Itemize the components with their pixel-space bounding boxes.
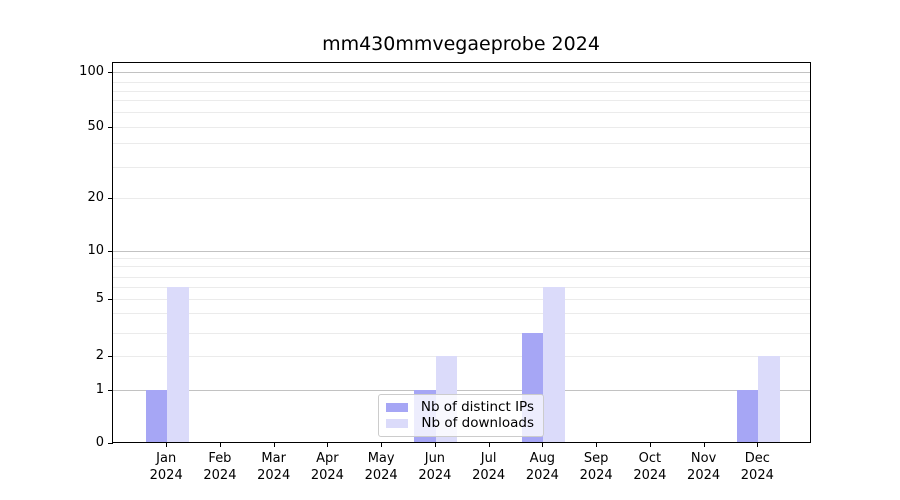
x-tick-month: Sep (583, 451, 609, 466)
x-tick-month: May (367, 451, 395, 466)
x-axis-tick (381, 443, 382, 447)
legend-label-distinct-ips: Nb of distinct IPs (420, 399, 534, 415)
x-tick-year: 2024 (579, 467, 613, 483)
x-axis-tick (650, 443, 651, 447)
y-tick-label: 0 (95, 435, 104, 450)
gridline-minor (113, 266, 810, 267)
gridline-minor (113, 286, 810, 288)
x-tick-year: 2024 (364, 467, 398, 483)
bar-downloads (758, 356, 780, 442)
x-tick-year: 2024 (310, 467, 344, 483)
gridline-minor (113, 166, 810, 168)
y-tick-label: 10 (87, 243, 104, 258)
gridline-major (113, 251, 810, 252)
x-tick-month: Dec (744, 451, 770, 466)
legend-item-downloads: Nb of downloads (386, 416, 534, 431)
x-tick-year: 2024 (633, 467, 667, 483)
x-tick-label: Aug 2024 (510, 451, 574, 484)
x-axis-tick (757, 443, 758, 447)
bar-downloads (167, 286, 189, 442)
x-axis-tick (435, 443, 436, 447)
x-tick-month: Jun (424, 451, 446, 466)
gridline-minor (113, 298, 810, 300)
y-tick-label: 1 (95, 381, 104, 397)
y-tick-label: 5 (95, 290, 104, 306)
x-tick-year: 2024 (472, 467, 506, 483)
x-axis-tick (704, 443, 705, 447)
legend-label-downloads: Nb of downloads (421, 415, 534, 431)
gridline-minor (113, 198, 810, 200)
gridline-minor (113, 126, 810, 128)
y-axis-tick (108, 127, 113, 128)
x-tick-year: 2024 (149, 467, 183, 483)
x-tick-year: 2024 (203, 467, 237, 483)
x-tick-label: May 2024 (349, 451, 413, 484)
y-axis-tick (108, 299, 113, 300)
chart-title: mm430mmvegaeprobe 2024 (322, 33, 600, 55)
x-axis-tick (542, 443, 543, 447)
x-tick-month: Mar (261, 451, 286, 466)
gridline-major (113, 389, 810, 391)
y-axis-tick (108, 356, 113, 357)
y-axis-tick (108, 198, 113, 199)
x-axis-tick (327, 443, 328, 447)
y-tick-label: 50 (87, 118, 104, 134)
gridline-minor (113, 111, 810, 113)
x-tick-label: Mar 2024 (242, 451, 306, 484)
x-axis-tick (274, 443, 275, 447)
x-tick-month: Aug (529, 451, 556, 466)
gridline-minor (113, 276, 810, 278)
gridline-minor (113, 100, 810, 101)
y-axis-tick (108, 72, 113, 73)
gridline-minor (113, 356, 810, 358)
y-tick-label: 100 (79, 63, 104, 79)
x-tick-month: Jul (480, 451, 497, 466)
gridline-major (113, 71, 810, 73)
x-tick-label: Jul 2024 (457, 451, 521, 484)
bar-downloads (543, 286, 565, 442)
x-tick-label: Jun 2024 (403, 451, 467, 484)
x-tick-label: Sep 2024 (564, 451, 628, 484)
gridline-minor (113, 332, 810, 334)
x-tick-month: Jan (156, 451, 177, 466)
gridline-minor (113, 90, 810, 92)
gridline-minor (113, 313, 810, 314)
legend-item-distinct-ips: Nb of distinct IPs (386, 400, 534, 415)
legend: Nb of distinct IPs Nb of downloads (378, 394, 544, 437)
x-tick-month: Feb (208, 451, 232, 466)
x-tick-year: 2024 (418, 467, 452, 483)
y-tick-label: 2 (95, 348, 104, 364)
plot-area (112, 62, 811, 443)
y-tick-label: 20 (87, 190, 104, 206)
x-axis-tick (220, 443, 221, 447)
x-tick-year: 2024 (257, 467, 291, 483)
x-tick-label: Oct 2024 (618, 451, 682, 484)
y-axis-tick (108, 390, 113, 391)
gridline-minor (113, 143, 810, 145)
gridline-minor (113, 81, 810, 83)
x-tick-year: 2024 (687, 467, 721, 483)
legend-swatch-distinct-ips (386, 403, 408, 412)
x-tick-label: Apr 2024 (295, 451, 359, 484)
bar-distinct-ips (736, 389, 759, 442)
legend-swatch-downloads (386, 419, 408, 428)
y-axis-tick (108, 251, 113, 252)
x-tick-year: 2024 (740, 467, 774, 483)
x-tick-label: Dec 2024 (725, 451, 789, 484)
bar-distinct-ips (145, 389, 168, 442)
x-axis-tick (166, 443, 167, 447)
y-axis-tick (108, 443, 113, 444)
x-tick-label: Jan 2024 (134, 451, 198, 484)
x-tick-month: Apr (316, 451, 339, 466)
x-tick-month: Oct (638, 451, 662, 466)
gridline-minor (113, 258, 810, 259)
x-tick-label: Feb 2024 (188, 451, 252, 484)
x-tick-label: Nov 2024 (672, 451, 736, 484)
x-tick-year: 2024 (525, 467, 559, 483)
x-axis-tick (596, 443, 597, 447)
x-tick-month: Nov (690, 451, 717, 466)
x-axis-tick (489, 443, 490, 447)
